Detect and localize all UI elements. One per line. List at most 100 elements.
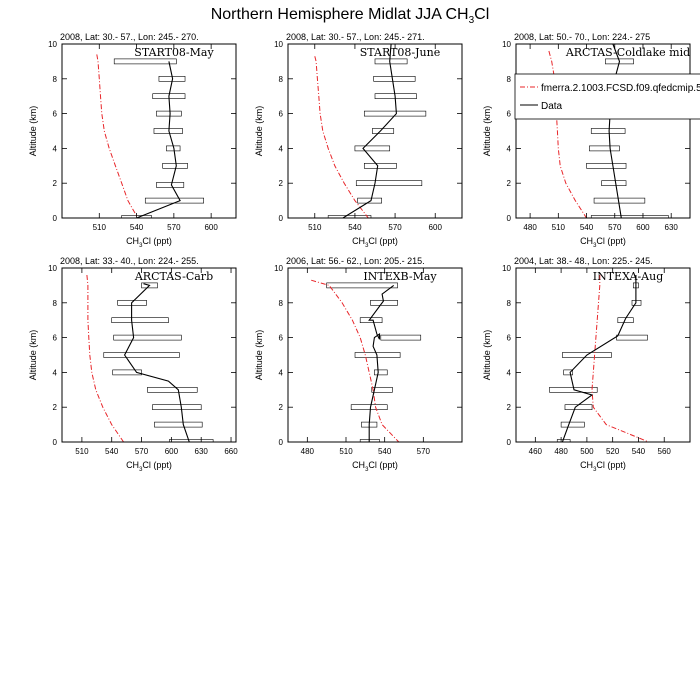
panel-header: 2004, Lat: 38.- 48., Lon: 225.- 245. [514, 256, 653, 266]
data-range-box [593, 197, 646, 204]
x-tick-label: 520 [606, 447, 620, 456]
data-line [368, 284, 395, 442]
y-tick-label: 10 [274, 264, 283, 273]
panel-6: 2004, Lat: 38.- 48., Lon: 225.- 245. INTE… [482, 256, 691, 473]
y-tick-label: 4 [507, 368, 512, 377]
x-tick-label: 510 [75, 447, 89, 456]
data-range-box [589, 145, 620, 152]
data-range-box [113, 58, 177, 65]
x-axis-label-tail: Cl (ppt) [142, 460, 172, 470]
legend-model-label: fmerra.2.1003.FCSD.f09.qfedcmip.5 [541, 83, 700, 94]
x-axis-label: CH3Cl (ppt) [580, 460, 626, 473]
x-tick-label: 540 [130, 223, 144, 232]
model-line [314, 56, 369, 218]
campaign-label: INTEXA-Aug [593, 270, 664, 283]
data-range-box [363, 110, 427, 117]
data-line [604, 44, 622, 218]
y-axis-label: Altitude (km) [254, 106, 264, 157]
panel-4: 2008, Lat: 33.- 40., Lon: 224.- 255. ARCT… [28, 256, 238, 473]
y-tick-label: 2 [53, 403, 58, 412]
data-range-box [372, 128, 395, 134]
x-axis-label: CH3Cl (ppt) [580, 236, 626, 249]
data-range-box [326, 282, 398, 289]
data-range-box [374, 369, 388, 376]
data-range-box [354, 145, 391, 152]
data-range-box [169, 439, 214, 442]
data-range-box [616, 334, 648, 341]
data-range-box [560, 421, 585, 428]
x-tick-label: 540 [105, 447, 119, 456]
y-tick-label: 0 [53, 438, 58, 447]
legend-box [514, 73, 700, 120]
data-range-box [355, 180, 423, 186]
y-tick-label: 8 [279, 75, 284, 84]
model-line [311, 279, 400, 442]
data-range-box [590, 215, 669, 218]
x-axis-label: CH3Cl (ppt) [126, 236, 172, 249]
model-line [86, 274, 125, 442]
x-axis-label-tail: Cl (ppt) [596, 236, 626, 246]
x-tick-label: 630 [195, 447, 209, 456]
panel-1: 2008, Lat: 30.- 57., Lon: 245.- 270. STAR… [28, 32, 237, 249]
data-range-box [156, 182, 185, 188]
x-tick-label: 570 [388, 223, 402, 232]
panel-frame [515, 267, 691, 443]
y-axis-label: Altitude (km) [482, 106, 492, 157]
y-tick-label: 6 [507, 334, 512, 343]
y-tick-label: 6 [53, 110, 58, 119]
x-tick-label: 510 [93, 223, 107, 232]
data-range-box [370, 299, 398, 306]
x-tick-label: 560 [658, 447, 672, 456]
x-tick-label: 600 [165, 447, 179, 456]
panel-frame [515, 43, 691, 219]
data-range-box [359, 439, 380, 442]
x-axis-label-tail: Cl (ppt) [142, 236, 172, 246]
panel-2: 2008, Lat: 30.- 57., Lon: 245.- 271. STAR… [254, 32, 463, 249]
x-axis-label-tail: Cl (ppt) [596, 460, 626, 470]
y-tick-label: 8 [507, 75, 512, 84]
x-tick-label: 570 [135, 447, 149, 456]
model-line [548, 50, 587, 218]
data-range-box [103, 352, 180, 358]
x-axis-label-sub: 3 [139, 243, 143, 249]
x-axis-label: CH3Cl (ppt) [352, 460, 398, 473]
y-tick-label: 8 [53, 75, 58, 84]
panel-header: 2008, Lat: 50.- 70., Lon: 224.- 275 [514, 32, 650, 42]
y-tick-label: 0 [507, 214, 512, 223]
data-range-box [154, 421, 203, 428]
y-tick-label: 2 [279, 403, 284, 412]
x-tick-label: 540 [348, 223, 362, 232]
x-tick-label: 570 [608, 223, 622, 232]
x-tick-label: 510 [339, 447, 353, 456]
y-tick-label: 6 [279, 334, 284, 343]
x-axis-label-main: CH [126, 236, 139, 246]
x-tick-label: 540 [580, 223, 594, 232]
panel-frame [287, 43, 463, 219]
data-line [136, 61, 181, 218]
x-tick-label: 630 [665, 223, 679, 232]
y-tick-label: 0 [53, 214, 58, 223]
figure-title: Northern Hemisphere Midlat JJA CH3Cl [211, 6, 490, 26]
x-axis-label-sub: 3 [593, 243, 597, 249]
x-axis-label-main: CH [580, 460, 593, 470]
y-tick-label: 6 [53, 334, 58, 343]
data-line [342, 44, 397, 218]
panel-frame [61, 43, 237, 219]
x-tick-label: 660 [224, 447, 238, 456]
x-tick-label: 480 [523, 223, 537, 232]
panel-header: 2006, Lat: 56.- 62., Lon: 205.- 215. [286, 256, 425, 266]
data-range-box [590, 128, 626, 134]
x-axis-label-main: CH [126, 460, 139, 470]
x-axis-label: CH3Cl (ppt) [352, 236, 398, 249]
y-tick-label: 2 [507, 179, 512, 188]
legend: fmerra.2.1003.FCSD.f09.qfedcmip.5 Data [514, 73, 700, 120]
panel-frame [61, 267, 237, 443]
y-tick-label: 8 [507, 299, 512, 308]
x-tick-label: 570 [167, 223, 181, 232]
panels-group: 2008, Lat: 30.- 57., Lon: 245.- 270. STAR… [28, 32, 691, 473]
data-range-box [374, 58, 408, 65]
campaign-label: START08-June [360, 46, 440, 59]
y-tick-label: 4 [507, 144, 512, 153]
y-tick-label: 0 [279, 214, 284, 223]
x-axis-label: CH3Cl (ppt) [126, 460, 172, 473]
